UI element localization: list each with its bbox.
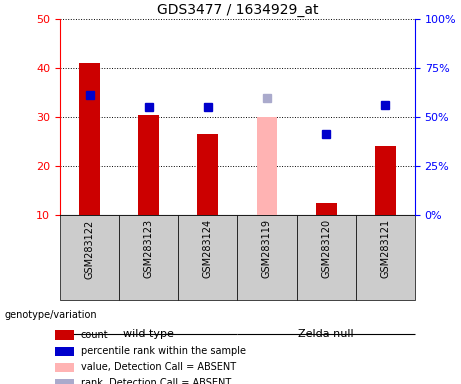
Text: wild type: wild type bbox=[123, 329, 174, 339]
Bar bbox=[237, 215, 296, 300]
Bar bbox=[197, 134, 218, 215]
Bar bbox=[119, 215, 178, 300]
Bar bbox=[60, 215, 119, 300]
Text: GSM283119: GSM283119 bbox=[262, 219, 272, 278]
Bar bbox=[178, 215, 237, 300]
Title: GDS3477 / 1634929_at: GDS3477 / 1634929_at bbox=[157, 3, 318, 17]
Text: rank, Detection Call = ABSENT: rank, Detection Call = ABSENT bbox=[81, 378, 231, 384]
Bar bbox=[138, 115, 159, 215]
Text: value, Detection Call = ABSENT: value, Detection Call = ABSENT bbox=[81, 362, 236, 372]
Bar bbox=[55, 362, 74, 372]
Text: percentile rank within the sample: percentile rank within the sample bbox=[81, 346, 246, 356]
Text: GSM283121: GSM283121 bbox=[380, 219, 390, 278]
Text: GSM283123: GSM283123 bbox=[144, 219, 154, 278]
Bar bbox=[375, 147, 396, 215]
Bar bbox=[316, 203, 337, 215]
Text: GSM283124: GSM283124 bbox=[203, 219, 213, 278]
Bar bbox=[55, 347, 74, 356]
Bar bbox=[356, 215, 415, 300]
Text: GSM283120: GSM283120 bbox=[321, 219, 331, 278]
Bar bbox=[79, 63, 100, 215]
Bar bbox=[55, 330, 74, 340]
Bar bbox=[296, 215, 356, 300]
Text: GSM283122: GSM283122 bbox=[84, 219, 95, 278]
Text: count: count bbox=[81, 330, 108, 340]
Text: Zelda null: Zelda null bbox=[298, 329, 354, 339]
Bar bbox=[55, 379, 74, 384]
Bar bbox=[257, 117, 278, 215]
Text: genotype/variation: genotype/variation bbox=[5, 310, 97, 320]
